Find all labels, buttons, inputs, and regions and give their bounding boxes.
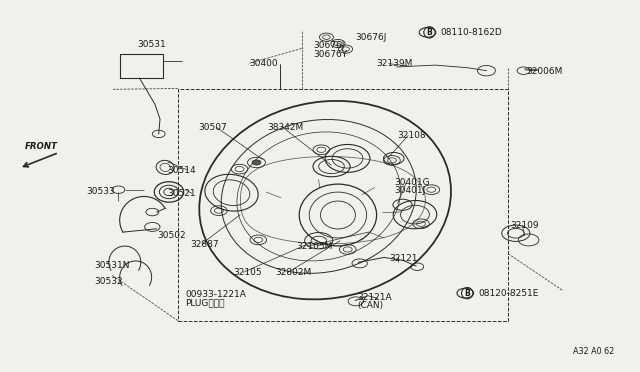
Text: 32105: 32105 [234, 268, 262, 277]
Text: 30401G: 30401G [394, 178, 430, 187]
Text: B: B [465, 289, 470, 298]
Text: 30521: 30521 [168, 189, 196, 198]
Text: 30507: 30507 [198, 123, 227, 132]
Text: 30401J: 30401J [394, 186, 426, 195]
Text: 32802M: 32802M [275, 268, 312, 277]
Text: 32121: 32121 [389, 254, 418, 263]
Text: 30531N: 30531N [94, 261, 129, 270]
Bar [178, 89, 508, 321]
Text: 30502: 30502 [157, 231, 186, 240]
Text: 00933-1221A: 00933-1221A [186, 290, 246, 299]
Text: 32887: 32887 [191, 240, 220, 248]
Text: 30531: 30531 [138, 40, 166, 49]
Text: 30676Y: 30676Y [314, 50, 348, 59]
Text: 30676J: 30676J [355, 33, 387, 42]
Text: 30533: 30533 [86, 187, 115, 196]
Text: FRONT: FRONT [25, 142, 58, 151]
Text: A32 A0 62: A32 A0 62 [573, 347, 614, 356]
Text: 32105M: 32105M [296, 242, 333, 251]
Text: 08110-8162D: 08110-8162D [440, 28, 502, 37]
Text: (CAN): (CAN) [357, 301, 383, 310]
Text: PLUGプラグ: PLUGプラグ [186, 299, 225, 308]
Circle shape [252, 160, 261, 165]
Text: 30532: 30532 [94, 277, 123, 286]
Text: 38342M: 38342M [268, 123, 304, 132]
Text: 30514: 30514 [168, 166, 196, 174]
Text: 08120-8251E: 08120-8251E [478, 289, 538, 298]
Text: 30676J: 30676J [314, 41, 345, 50]
Text: 32108: 32108 [397, 131, 426, 140]
Text: 32006M: 32006M [526, 67, 563, 76]
Text: 32121A: 32121A [357, 293, 392, 302]
Text: 32109: 32109 [510, 221, 539, 230]
Text: 32139M: 32139M [376, 59, 413, 68]
Text: B: B [427, 28, 432, 37]
Text: 30400: 30400 [250, 60, 278, 68]
